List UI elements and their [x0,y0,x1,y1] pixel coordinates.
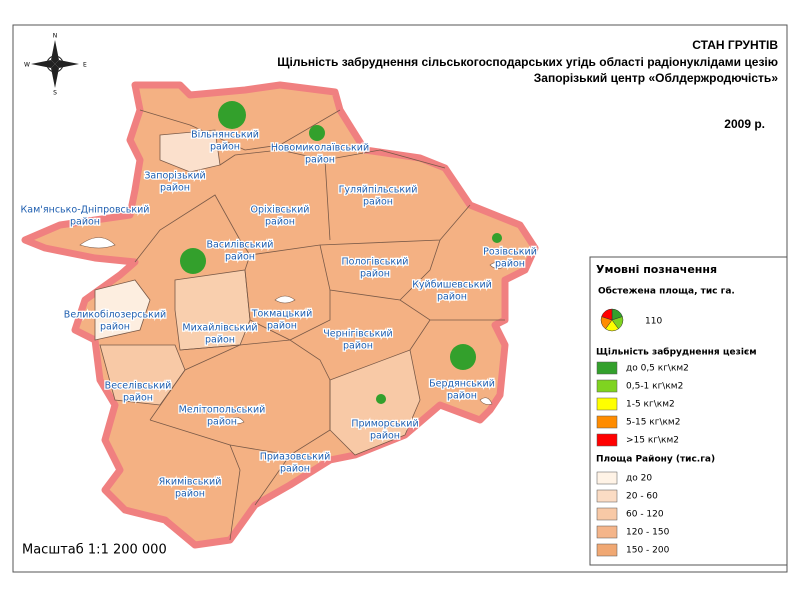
subtitle: Щільність забруднення сільськогосподарсь… [277,55,778,69]
legend-label: 120 - 150 [626,528,670,538]
cesium-circle [218,101,246,129]
district-label: Приморський [351,419,418,430]
legend-label: 1-5 кг\км2 [626,400,675,410]
district-label: Чернігівський [323,329,392,340]
district-label: район [360,269,390,280]
cesium-circle [449,343,477,371]
district-label: Якимівський [159,477,222,488]
legend-sample-value: 110 [645,317,662,327]
legend-label: 20 - 60 [626,492,658,502]
district-label: район [280,464,310,475]
legend-swatch [596,525,618,539]
legend-swatch [596,361,618,375]
legend-swatch [596,415,618,429]
legend-label: 5-15 кг\км2 [626,418,680,428]
compass-w: W [24,62,30,69]
legend-label: до 0,5 кг\км2 [626,364,689,374]
legend-sample-slice [601,308,613,321]
district-label: Мелітопольський [179,405,266,416]
legend-swatch [596,379,618,393]
cesium-circle [179,247,207,275]
legend-swatch [596,507,618,521]
district-label: район [370,431,400,442]
district-label: Вільнянський [191,130,259,141]
year: 2009 р. [724,117,765,131]
district-label: Кам'янсько-Дніпровський [21,205,150,216]
district-label: район [363,197,393,208]
district-label: район [100,322,130,333]
legend-label: 150 - 200 [626,546,670,556]
district-label: район [70,217,100,228]
cesium-circle [375,393,387,405]
district-label: Приазовський [260,452,331,463]
district-label: Гуляйпільський [339,185,418,196]
district-label: район [495,259,525,270]
cesium-circle [491,232,503,244]
district-label: район [265,217,295,228]
legend-title: Умовні позначення [596,263,717,276]
district-label: район [305,155,335,166]
legend-swatch [596,543,618,557]
district-label: Токмацький [251,309,313,320]
district-label: Пологівський [342,257,409,268]
legend-sample-title: Обстежена площа, тис га. [598,286,735,297]
district-label: Новомиколаївський [271,143,369,154]
district-label: район [437,292,467,303]
legend-swatch [596,489,618,503]
agency: Запорізький центр «Облдержродючість» [534,71,779,85]
district-label: Великобілозерський [64,310,166,321]
legend-density-title: Щільність забруднення цезієм [596,347,757,358]
district-label: район [267,321,297,332]
title: СТАН ГРУНТІВ [692,38,778,52]
district-label: район [205,335,235,346]
district-label: Василівський [207,240,274,251]
district-label: Бердянський [429,379,495,390]
compass: N E S W [24,33,87,97]
legend-label: до 20 [626,474,652,484]
district-label: Оріхівський [251,205,310,216]
district-label: район [447,391,477,402]
district-label: Веселівський [105,381,172,392]
legend-swatch [596,471,618,485]
district-label: Михайлівський [182,323,257,334]
district-label: Запорізький [144,171,205,182]
legend: Умовні позначення Обстежена площа, тис г… [589,256,788,566]
district-label: район [123,393,153,404]
legend-swatch [596,397,618,411]
compass-s: S [53,90,57,97]
cesium-circle [309,125,325,141]
oblast-map [21,81,539,549]
district-label: район [160,183,190,194]
district-label: район [175,489,205,500]
legend-label: 60 - 120 [626,510,664,520]
district-label: район [225,252,255,263]
district-label: район [210,142,240,153]
district-label: район [207,417,237,428]
legend-label: 0,5-1 кг\км2 [626,382,683,392]
district-label: Куйбишевський [412,280,492,291]
legend-area-title: Площа Району (тис.га) [596,455,715,465]
legend-label: >15 кг\км2 [626,436,679,446]
compass-n: N [53,33,58,40]
compass-e: E [83,62,87,69]
scale: Масштаб 1:1 200 000 [22,543,167,558]
legend-swatch [596,433,618,447]
district-label: район [343,341,373,352]
district-label: Розівський [483,247,537,258]
